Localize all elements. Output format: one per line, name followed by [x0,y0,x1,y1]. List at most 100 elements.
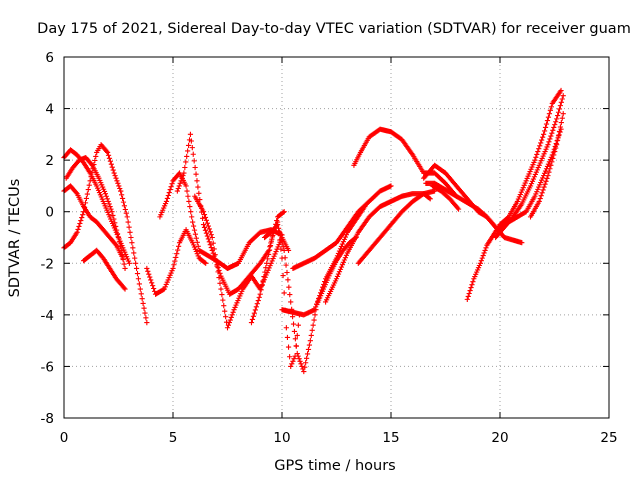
data-point [518,189,524,195]
data-point [75,226,81,232]
data-point [268,238,275,244]
data-point [340,259,347,265]
data-point [268,260,274,266]
data-point [531,174,537,180]
data-point [478,258,484,264]
data-point [551,124,557,131]
data-point [128,234,134,241]
data-point [168,270,174,276]
data-point [546,169,552,175]
data-point [297,358,303,364]
data-point [312,307,318,313]
data-point [289,314,296,320]
data-point [547,107,553,113]
data-point [557,103,564,109]
data-point [469,282,475,288]
data-point [313,304,319,310]
data-point [166,189,172,196]
data-point [285,344,292,350]
data-point [539,155,545,162]
data-point [113,223,119,230]
data-point [140,300,146,307]
data-point [482,247,488,253]
data-point [144,319,150,326]
data-point [216,275,222,281]
data-series [61,87,566,375]
data-point [545,142,551,148]
data-point [554,142,560,148]
series-track-24 [527,111,566,220]
data-point [122,265,128,272]
x-axis-label: GPS time / hours [274,458,395,474]
data-point [190,223,197,229]
data-point [190,151,196,157]
data-point [310,322,316,328]
data-point [538,140,544,146]
data-point [533,169,539,175]
data-point [521,182,527,188]
data-point [262,269,268,275]
data-point [126,260,132,266]
data-point [135,276,142,282]
data-point [202,259,208,266]
data-point [553,119,559,125]
data-point [539,190,545,196]
data-point [227,317,233,323]
data-point [294,332,300,339]
data-point [79,215,85,221]
data-point [89,170,95,176]
data-point [427,196,433,202]
data-point [281,247,287,253]
data-point [304,355,310,361]
data-point [188,209,194,215]
data-point [189,145,195,151]
data-point [234,300,240,306]
data-point [144,265,150,272]
data-point [275,222,281,228]
data-point [556,106,563,112]
data-point [195,243,201,249]
data-point [182,164,188,171]
data-point [228,314,234,321]
data-point [281,209,287,215]
data-point [538,179,544,186]
data-point [112,220,118,226]
series-track-14 [290,183,394,272]
data-point [110,167,116,173]
data-point [117,185,123,192]
data-point [178,178,184,184]
data-point [466,290,472,297]
data-point [109,164,115,170]
data-point [203,217,210,223]
data-point [195,184,201,190]
data-point [124,214,130,220]
data-point [226,319,232,326]
data-point [194,239,200,245]
data-point [271,253,277,259]
data-point [535,164,541,171]
data-point [536,162,542,168]
data-point [333,276,340,282]
data-point [542,168,549,174]
data-point [499,232,505,238]
data-point [560,93,566,99]
data-point [538,158,544,164]
data-point [314,301,320,307]
y-tick-label: 0 [45,205,54,221]
data-point [133,265,140,272]
data-point [480,252,486,259]
data-point [148,277,154,283]
data-point [273,248,279,255]
data-point [557,129,563,135]
data-point [266,247,273,253]
data-point [254,301,260,307]
data-point [542,181,548,187]
data-point [183,159,189,165]
data-point [288,363,294,370]
data-point [275,244,281,250]
data-point [267,263,273,269]
y-tick-label: -6 [41,359,54,375]
data-point [80,212,86,218]
data-point [528,166,534,172]
data-point [320,284,326,290]
